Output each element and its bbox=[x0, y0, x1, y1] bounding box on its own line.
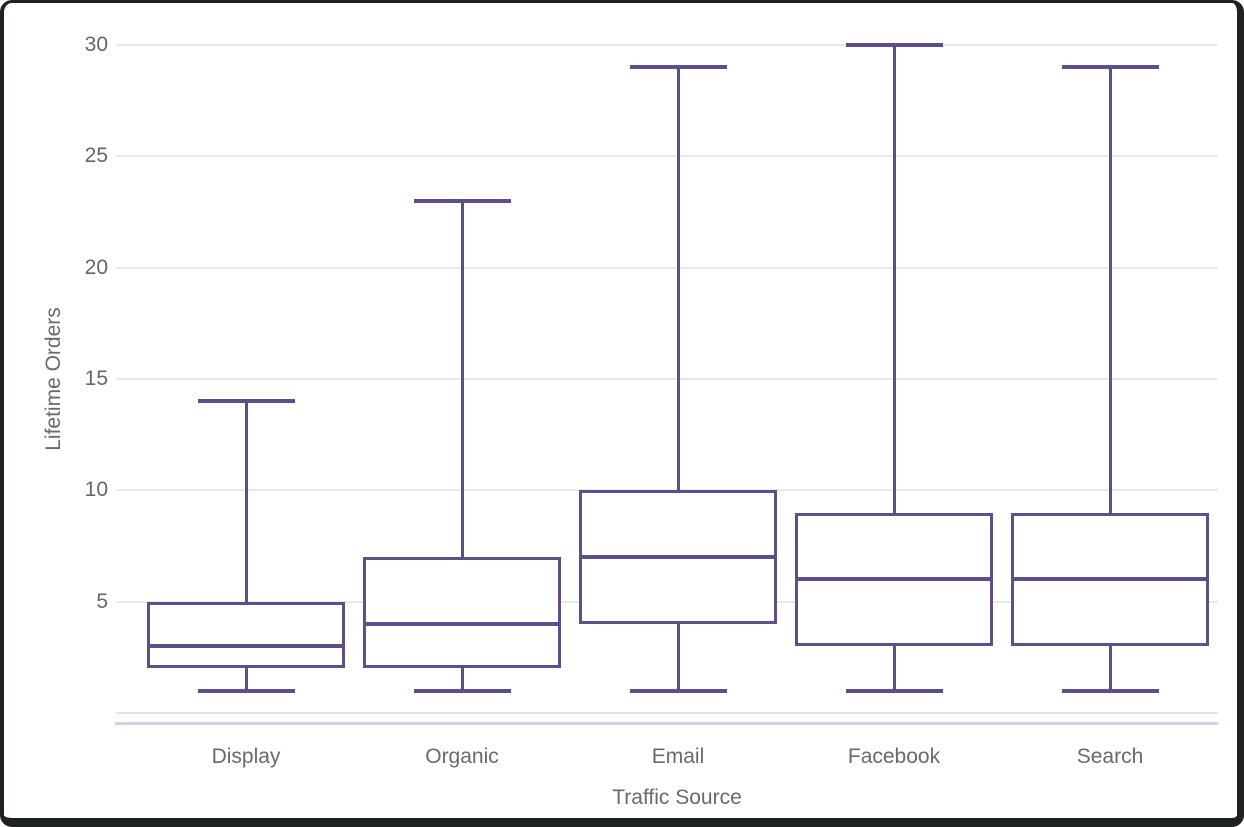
box-rect-display bbox=[147, 601, 345, 669]
gridline-20 bbox=[116, 266, 1218, 269]
whisker-lower-search bbox=[1108, 646, 1112, 691]
x-tick-label-search: Search bbox=[1076, 745, 1144, 768]
whisker-upper-search bbox=[1108, 67, 1112, 513]
whisker-cap-bottom-organic bbox=[413, 688, 511, 693]
y-tick-label-15: 15 bbox=[84, 366, 108, 390]
whisker-cap-bottom-search bbox=[1061, 688, 1159, 693]
median-line-email bbox=[579, 555, 777, 560]
whisker-cap-top-facebook bbox=[845, 42, 943, 47]
y-tick-label-5: 5 bbox=[96, 589, 108, 613]
whisker-cap-top-organic bbox=[413, 198, 511, 203]
whisker-cap-top-display bbox=[197, 399, 295, 404]
whisker-lower-display bbox=[244, 668, 248, 691]
whisker-cap-bottom-display bbox=[197, 688, 295, 693]
whisker-upper-organic bbox=[460, 200, 464, 558]
y-tick-label-10: 10 bbox=[84, 478, 108, 502]
whisker-upper-display bbox=[244, 401, 248, 602]
y-tick-label-20: 20 bbox=[84, 255, 108, 279]
x-tick-label-email: Email bbox=[651, 745, 705, 768]
whisker-lower-facebook bbox=[892, 646, 896, 691]
x-axis-line bbox=[115, 722, 1218, 725]
whisker-lower-organic bbox=[460, 668, 464, 691]
whisker-cap-top-search bbox=[1061, 65, 1159, 70]
y-tick-label-25: 25 bbox=[84, 144, 108, 168]
x-axis-baseline bbox=[116, 712, 1218, 714]
whisker-upper-facebook bbox=[892, 44, 896, 513]
median-line-display bbox=[147, 644, 345, 649]
gridline-30 bbox=[116, 43, 1218, 46]
whisker-lower-email bbox=[676, 623, 680, 691]
median-line-organic bbox=[363, 621, 561, 626]
median-line-search bbox=[1011, 577, 1209, 582]
y-axis-title: Lifetime Orders bbox=[42, 307, 65, 451]
gridline-25 bbox=[116, 155, 1218, 158]
whisker-cap-bottom-email bbox=[629, 688, 727, 693]
x-tick-label-facebook: Facebook bbox=[847, 745, 941, 768]
x-axis-title: Traffic Source bbox=[612, 786, 742, 809]
gridline-15 bbox=[116, 377, 1218, 380]
whisker-cap-bottom-facebook bbox=[845, 688, 943, 693]
median-line-facebook bbox=[795, 577, 993, 582]
x-tick-label-organic: Organic bbox=[425, 745, 499, 768]
x-tick-label-display: Display bbox=[211, 745, 281, 768]
box-rect-organic bbox=[363, 557, 561, 669]
whisker-cap-top-email bbox=[629, 65, 727, 70]
y-tick-label-30: 30 bbox=[84, 32, 108, 56]
whisker-upper-email bbox=[676, 67, 680, 491]
